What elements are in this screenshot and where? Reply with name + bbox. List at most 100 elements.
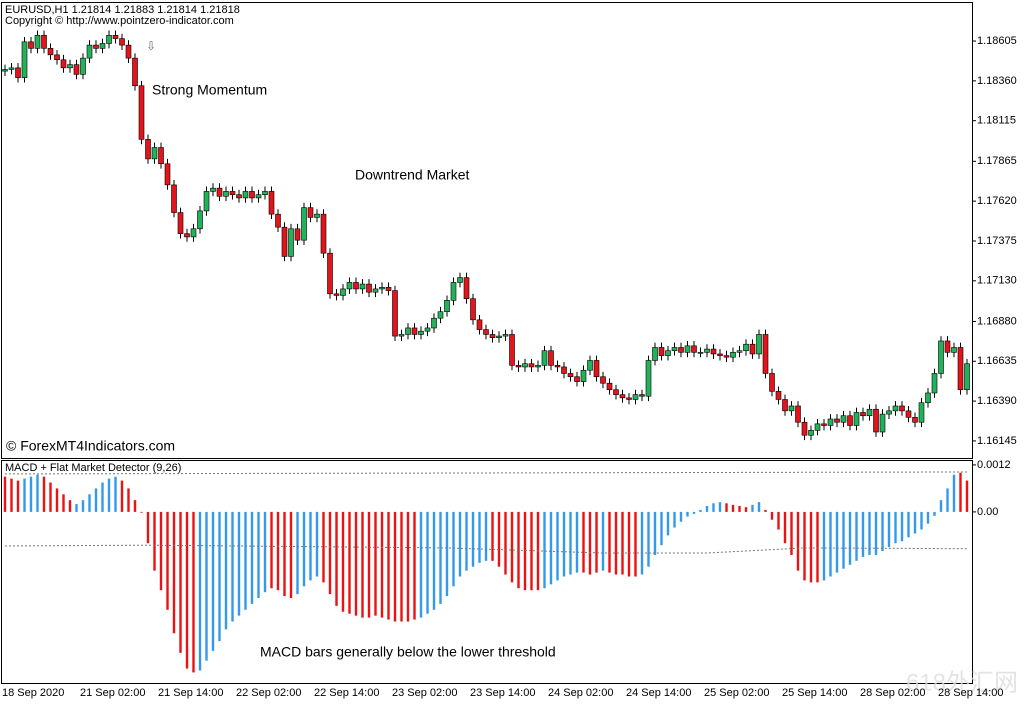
candle-body	[853, 412, 860, 426]
macd-bar	[205, 511, 208, 661]
macd-bar	[114, 476, 117, 512]
x-tick-label: 28 Sep 14:00	[938, 687, 1003, 699]
macd-bar	[335, 511, 338, 606]
candle-body	[164, 163, 171, 186]
candle-body	[333, 293, 340, 296]
candle-body	[873, 408, 879, 433]
candle-body	[899, 405, 905, 412]
candle-body	[444, 300, 450, 312]
macd-bar	[146, 511, 150, 544]
candle-body	[801, 421, 808, 436]
macd-bar	[816, 511, 819, 583]
y-tick-label: 1.17130	[977, 275, 1017, 287]
macd-bar	[270, 511, 273, 589]
macd-bar	[283, 511, 286, 597]
candle-body	[249, 191, 255, 199]
candle-body	[775, 391, 782, 400]
macd-bar	[497, 511, 501, 567]
macd-bar	[432, 511, 436, 610]
x-tick-label: 25 Sep 02:00	[704, 687, 769, 699]
macd-bar	[738, 506, 741, 512]
macd-bar	[185, 511, 189, 669]
macd-bar	[653, 511, 657, 555]
macd-bar	[920, 511, 923, 530]
macd-bar	[939, 500, 943, 512]
candle-body	[411, 327, 418, 335]
x-tick-label: 24 Sep 02:00	[548, 687, 613, 699]
candle-body	[210, 187, 216, 192]
macd-bar	[647, 511, 650, 567]
x-tick-label: 22 Sep 02:00	[236, 687, 301, 699]
site-watermark: 618外汇网	[906, 669, 1018, 696]
macd-bar	[842, 511, 845, 569]
candle-body	[67, 64, 73, 69]
macd-bar	[796, 511, 800, 571]
y-tick-label: 0.0012	[977, 459, 1011, 471]
candle-body	[678, 347, 684, 353]
macd-bar	[530, 511, 533, 591]
candle-body	[652, 347, 658, 361]
candle-body	[847, 415, 853, 426]
macd-bar	[484, 511, 488, 561]
y-tick-label: 1.18605	[977, 35, 1017, 47]
macd-bar	[881, 511, 884, 552]
x-tick-label: 21 Sep 14:00	[158, 687, 223, 699]
candle-body	[2, 69, 8, 72]
candle-body	[236, 194, 242, 199]
candle-body	[15, 67, 21, 78]
macd-bar	[211, 511, 215, 651]
candle-body	[593, 360, 600, 378]
candle-body	[372, 288, 379, 293]
macd-bar	[159, 511, 163, 591]
candle-body	[80, 57, 86, 75]
macd-bar	[224, 511, 228, 630]
x-tick-label: 21 Sep 02:00	[80, 687, 145, 699]
candle-body	[450, 282, 457, 301]
macd-bar	[751, 504, 754, 512]
candle-body	[918, 402, 925, 423]
candle-body	[645, 360, 652, 397]
macd-bar	[374, 511, 377, 616]
macd-bar	[172, 511, 176, 634]
macd-bar	[439, 511, 442, 604]
candle-body	[483, 329, 489, 335]
candle-body	[749, 343, 756, 355]
candle-body	[860, 412, 866, 417]
macd-bar	[621, 511, 624, 575]
macd-bar	[777, 511, 780, 530]
macd-bar	[361, 511, 364, 618]
candle-body	[587, 360, 593, 371]
candle-body	[476, 319, 483, 330]
macd-bar	[140, 511, 143, 513]
candle-body	[307, 207, 314, 218]
x-tick-label: 24 Sep 14:00	[626, 687, 691, 699]
candle-body	[457, 277, 463, 283]
candle-body	[262, 191, 268, 195]
macd-bar	[491, 511, 494, 561]
candle-body	[632, 394, 639, 400]
macd-bar	[790, 511, 793, 555]
macd-bar	[692, 511, 696, 514]
y-tick-label: 1.17375	[977, 235, 1017, 247]
macd-bar	[868, 511, 871, 555]
candle-body	[288, 228, 294, 257]
candle-body	[671, 347, 678, 352]
macd-bar	[198, 511, 202, 671]
macd-bar	[894, 511, 897, 544]
candle-body	[353, 282, 359, 290]
macd-bar	[380, 511, 384, 618]
candle-body	[93, 44, 99, 49]
macd-bar	[562, 511, 566, 577]
candle-body	[385, 287, 392, 291]
candle-body	[827, 418, 834, 426]
macd-bar	[426, 511, 429, 614]
candle-body	[541, 350, 548, 366]
candle-body	[808, 430, 814, 436]
candle-body	[697, 352, 704, 354]
candle-body	[756, 334, 762, 355]
macd-bar	[705, 506, 709, 512]
macd-bar	[679, 511, 683, 522]
candle-body	[658, 347, 665, 356]
macd-bar	[309, 511, 312, 581]
